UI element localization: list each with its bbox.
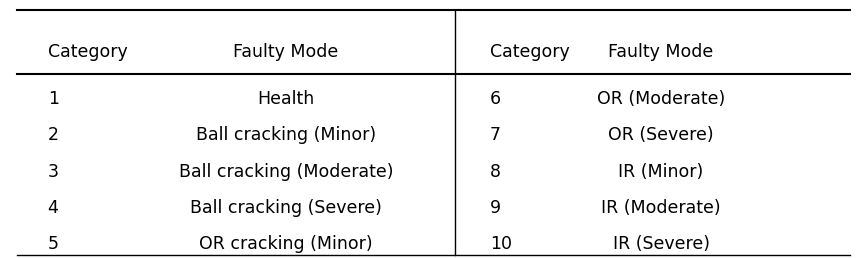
- Text: Category: Category: [490, 43, 570, 61]
- Text: Category: Category: [48, 43, 127, 61]
- Text: Ball cracking (Minor): Ball cracking (Minor): [196, 126, 376, 144]
- Text: 7: 7: [490, 126, 501, 144]
- Text: 10: 10: [490, 235, 512, 253]
- Text: IR (Severe): IR (Severe): [613, 235, 709, 253]
- Text: 2: 2: [48, 126, 59, 144]
- Text: Ball cracking (Moderate): Ball cracking (Moderate): [179, 163, 394, 181]
- Text: IR (Minor): IR (Minor): [618, 163, 704, 181]
- Text: OR cracking (Minor): OR cracking (Minor): [199, 235, 373, 253]
- Text: Faulty Mode: Faulty Mode: [233, 43, 339, 61]
- Text: Ball cracking (Severe): Ball cracking (Severe): [190, 199, 382, 217]
- Text: 3: 3: [48, 163, 59, 181]
- Text: 8: 8: [490, 163, 501, 181]
- Text: 5: 5: [48, 235, 59, 253]
- Text: OR (Moderate): OR (Moderate): [597, 90, 725, 108]
- Text: IR (Moderate): IR (Moderate): [602, 199, 720, 217]
- Text: 9: 9: [490, 199, 501, 217]
- Text: 6: 6: [490, 90, 501, 108]
- Text: 4: 4: [48, 199, 59, 217]
- Text: OR (Severe): OR (Severe): [609, 126, 714, 144]
- Text: Faulty Mode: Faulty Mode: [609, 43, 714, 61]
- Text: Health: Health: [257, 90, 315, 108]
- Text: 1: 1: [48, 90, 59, 108]
